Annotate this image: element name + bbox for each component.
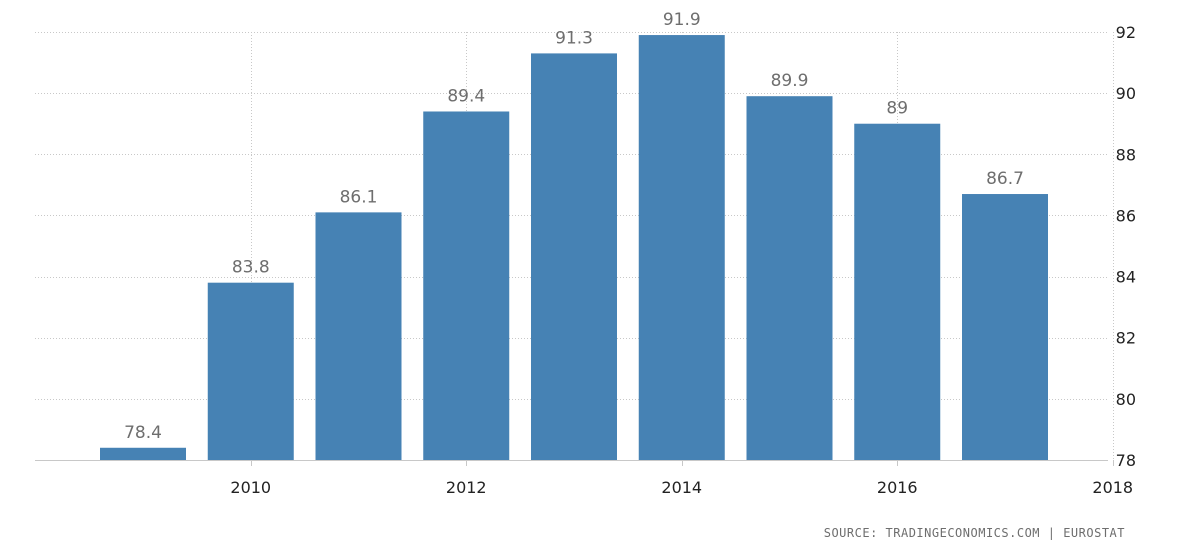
y-tick-label: 88 (1116, 145, 1136, 164)
bar-value-label-2013: 91.3 (555, 28, 593, 48)
x-tick-label: 2010 (230, 478, 271, 497)
y-axis-tick-labels: 78 80 82 84 86 88 90 92 (1116, 23, 1136, 470)
bar-value-labels: 78.4 83.8 86.1 89.4 91.3 91.9 89.9 89 86.7 (124, 10, 1024, 443)
y-tick-label: 84 (1116, 268, 1136, 287)
y-tick-label: 90 (1116, 84, 1136, 103)
bar-value-label-2010: 83.8 (232, 258, 270, 278)
bar-2013 (531, 53, 617, 461)
x-axis-tick-labels: 2010 2012 2014 2016 2018 (230, 478, 1133, 497)
bar-2010 (207, 282, 294, 460)
bars (100, 35, 1048, 461)
bar-value-label-2014: 91.9 (663, 10, 701, 30)
bar-value-label-2017: 86.7 (986, 169, 1024, 189)
x-tick-label: 2018 (1092, 478, 1133, 497)
bar-2012 (423, 111, 510, 460)
x-tick-label: 2014 (661, 478, 702, 497)
bar-value-label-2016: 89 (886, 99, 908, 119)
x-tick-label: 2016 (877, 478, 918, 497)
y-tick-label: 92 (1116, 23, 1136, 42)
bar-2015 (746, 96, 833, 460)
bar-value-label-2009: 78.4 (124, 423, 162, 443)
bar-2011 (315, 212, 402, 460)
bar-value-label-2011: 86.1 (340, 187, 378, 207)
bar-2016 (854, 123, 941, 460)
bar-2017 (962, 194, 1048, 460)
bar-2014 (638, 35, 725, 461)
y-tick-label: 82 (1116, 329, 1136, 348)
x-tick-label: 2012 (446, 478, 487, 497)
source-credit: SOURCE: TRADINGECONOMICS.COM | EUROSTAT (823, 526, 1125, 540)
y-tick-label: 80 (1116, 390, 1136, 409)
bar-value-label-2012: 89.4 (447, 86, 485, 106)
bar-value-label-2015: 89.9 (771, 71, 809, 91)
y-tick-label: 78 (1116, 451, 1136, 470)
y-tick-label: 86 (1116, 206, 1136, 225)
bar-2009 (100, 447, 186, 460)
